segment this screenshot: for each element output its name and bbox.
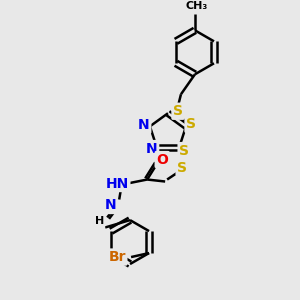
Text: H: H [94,217,104,226]
Text: Br: Br [108,250,126,264]
Text: S: S [186,117,196,131]
Text: S: S [179,144,189,158]
Text: CH₃: CH₃ [186,2,208,11]
Text: S: S [177,160,187,175]
Text: O: O [156,152,168,167]
Text: N: N [138,118,150,132]
Text: S: S [173,104,183,118]
Text: HN: HN [106,176,129,190]
Text: N: N [104,199,116,212]
Text: N: N [146,142,158,156]
